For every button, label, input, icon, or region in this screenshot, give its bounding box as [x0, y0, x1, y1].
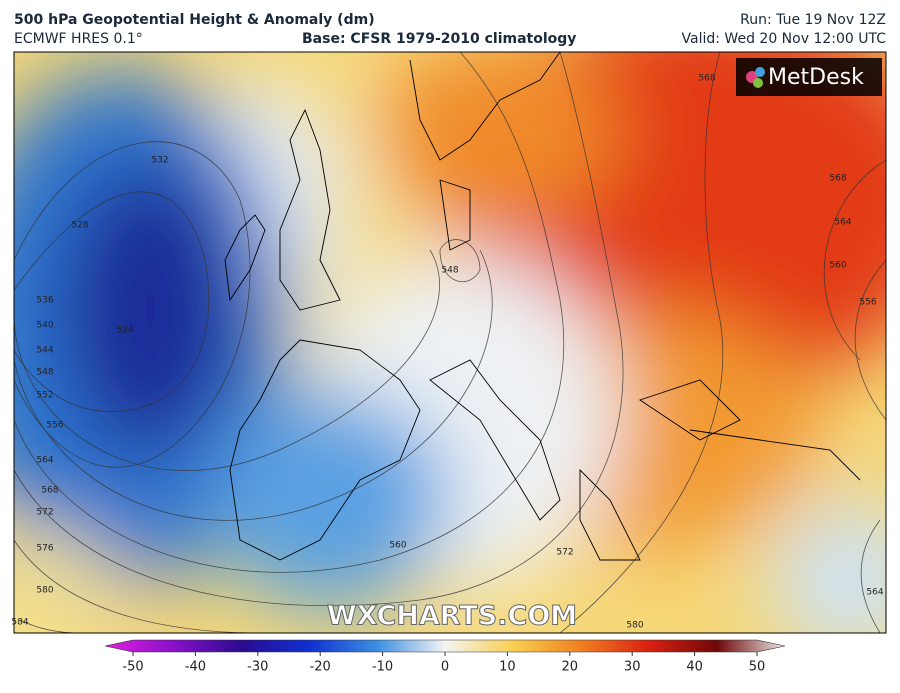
title: 500 hPa Geopotential Height & Anomaly (d… [14, 12, 375, 28]
contour-label: 528 [71, 221, 88, 231]
contour-label: 564 [866, 588, 883, 598]
contour-label: 524 [116, 326, 133, 336]
contour-label: 584 [11, 618, 28, 628]
colorbar-fill [104, 639, 786, 653]
contour-label: 568 [41, 486, 58, 496]
logo-icon [746, 67, 765, 88]
contour-label: 536 [36, 296, 53, 306]
colorbar-tick-label: -40 [185, 660, 206, 675]
contour-label: 568 [829, 174, 846, 184]
valid: Valid: Wed 20 Nov 12:00 UTC [682, 31, 887, 47]
contour-label: 564 [834, 218, 851, 228]
contour-label: 560 [389, 541, 406, 551]
contour-label: 548 [36, 368, 53, 378]
contour-label: 544 [36, 346, 53, 356]
contour-label: 556 [859, 298, 876, 308]
colorbar-tick-label: 40 [686, 660, 703, 675]
contour-label: 568 [698, 74, 715, 84]
contour-label: 532 [151, 156, 168, 166]
contour-label: 548 [441, 266, 458, 276]
colorbar-tick-label: -20 [310, 660, 331, 675]
contours [14, 52, 886, 633]
contour-labels: 532 528 524 536 540 544 548 552 556 564 568 572 576 5… [11, 74, 883, 631]
contour-label: 552 [36, 391, 53, 401]
contour-label: 572 [36, 508, 53, 518]
colorbar: -50 -40 -30 -20 -10 0 10 20 30 40 50 [104, 639, 786, 675]
contour-label: 556 [46, 421, 63, 431]
contour-label: 540 [36, 321, 53, 331]
colorbar-tick-label: -10 [372, 660, 393, 675]
map-frame [13, 51, 887, 634]
run: Run: Tue 19 Nov 12Z [740, 12, 886, 28]
colorbar-tick-label: 10 [499, 660, 516, 675]
base: Base: CFSR 1979-2010 climatology [302, 31, 576, 47]
colorbar-tick-label: 50 [749, 660, 766, 675]
contour-label: 576 [36, 544, 53, 554]
colorbar-tick-label: 0 [441, 660, 449, 675]
watermark: WXCHARTS.COM [327, 601, 577, 632]
colorbar-tick-label: 30 [624, 660, 641, 675]
contour-label: 560 [829, 261, 846, 271]
logo: MetDesk [768, 65, 864, 90]
coastlines [224, 52, 861, 561]
model: ECMWF HRES 0.1° [14, 31, 143, 47]
colorbar-tick-label: 20 [562, 660, 579, 675]
map [14, 52, 886, 633]
contour-label: 580 [36, 586, 53, 596]
contour-label: 580 [626, 621, 643, 631]
contour-label: 564 [36, 456, 53, 466]
logo-box [736, 58, 882, 96]
colorbar-tick-label: -50 [122, 660, 143, 675]
colorbar-tick-label: -30 [247, 660, 268, 675]
contour-label: 572 [556, 548, 573, 558]
